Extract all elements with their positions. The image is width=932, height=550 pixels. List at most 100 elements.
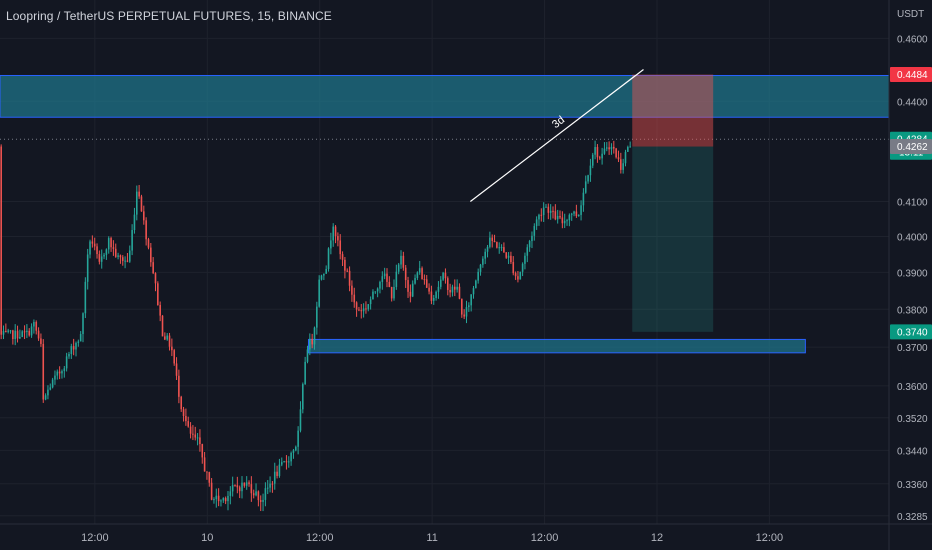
candle-body [77, 341, 80, 343]
candle-body [421, 268, 423, 280]
candle [103, 252, 105, 260]
candle [505, 252, 508, 259]
candle [547, 203, 550, 220]
candle [561, 211, 564, 229]
candle [140, 194, 143, 212]
candle [84, 277, 87, 319]
candle [318, 275, 320, 308]
candle-body [147, 239, 150, 248]
candle-body [21, 331, 24, 337]
candle-body [222, 498, 225, 501]
candle [68, 351, 70, 359]
candle-body [278, 464, 281, 476]
candle [344, 256, 346, 279]
candle [407, 276, 409, 298]
candle [182, 406, 185, 422]
price-label-value: 0.4484 [897, 70, 928, 81]
candle-body [458, 286, 461, 299]
candle [309, 333, 311, 356]
candle-body [547, 206, 550, 213]
candle-body [517, 276, 519, 280]
candle-body [238, 487, 241, 492]
candle [603, 142, 606, 155]
candle-body [229, 491, 232, 496]
time-tick-label: 12:00 [306, 532, 334, 544]
candle [493, 234, 496, 243]
price-tick-label: 0.3360 [897, 480, 928, 491]
price-tick-label: 0.3520 [897, 414, 928, 425]
candle [192, 425, 194, 441]
candle [559, 210, 561, 220]
exchange-label: BINANCE [277, 9, 332, 23]
candle [341, 251, 344, 266]
candle-body [304, 361, 306, 385]
candle [500, 244, 503, 252]
candle-body [173, 350, 176, 364]
candle-body [425, 279, 428, 288]
support-zone [307, 338, 806, 354]
candle-body [617, 157, 620, 160]
candle [264, 482, 267, 507]
trend-line-label: 3d [550, 114, 567, 131]
candle [168, 332, 171, 351]
symbol-name: Loopring / TetherUS PERPETUAL FUTURES [6, 9, 251, 23]
candle [374, 291, 377, 294]
candle-body [563, 220, 566, 224]
candle [143, 205, 145, 225]
candle [107, 236, 110, 254]
candle-body [171, 346, 173, 351]
candle [213, 497, 215, 504]
candle [294, 445, 297, 452]
candle [255, 483, 257, 497]
candle-body [573, 211, 575, 214]
candle-body [577, 214, 580, 217]
candle [337, 232, 339, 247]
candle-body [138, 191, 140, 197]
candle [430, 285, 433, 305]
candle [409, 284, 412, 303]
candle-body [306, 349, 309, 362]
candle [360, 304, 363, 319]
candle-body [255, 491, 257, 496]
candle [351, 280, 353, 302]
candle [533, 223, 536, 241]
candle-body [178, 375, 180, 397]
candle-body [437, 286, 440, 292]
candle [124, 256, 126, 269]
candle-body [110, 238, 112, 248]
candle-body [93, 243, 96, 247]
candle [563, 213, 566, 229]
candle-body [250, 484, 253, 494]
candle-body [185, 415, 187, 422]
candle [16, 325, 19, 343]
candle-body [201, 444, 204, 458]
candle [250, 476, 253, 502]
candle-body [28, 330, 31, 336]
price-tick-label: 0.3800 [897, 305, 928, 316]
candle [393, 279, 395, 301]
price-tick-label: 0.4100 [897, 197, 928, 208]
candle [86, 248, 89, 290]
candle-body [309, 338, 311, 350]
candle [150, 242, 152, 267]
price-label: 0.4262 [890, 139, 932, 155]
candle [61, 369, 63, 379]
candle-body [601, 153, 603, 159]
candle-body [194, 434, 197, 438]
candle-body [164, 336, 166, 340]
candle [556, 209, 559, 224]
candle-body [313, 327, 316, 345]
interval-label: 15 [257, 9, 271, 23]
candle [456, 279, 458, 293]
candle [390, 286, 393, 302]
candle [206, 471, 208, 480]
candle [507, 252, 510, 265]
candle [51, 377, 54, 389]
price-tick-label: 0.3440 [897, 446, 928, 457]
candle-body [215, 495, 218, 500]
candle-body [49, 387, 52, 390]
candle [227, 491, 229, 511]
candle-body [213, 499, 215, 501]
candle [2, 325, 5, 340]
